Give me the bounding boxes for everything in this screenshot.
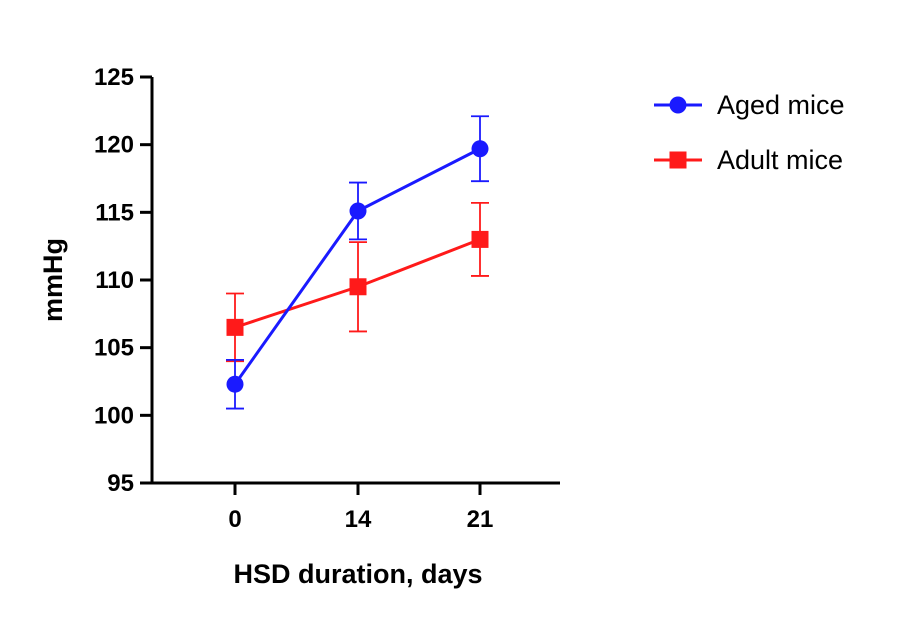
data-point <box>471 230 489 248</box>
x-tick-label: 14 <box>345 506 372 533</box>
series-adult-mice <box>226 201 489 363</box>
x-tick-label: 21 <box>467 506 494 533</box>
y-tick-label: 95 <box>107 470 134 497</box>
y-tick-label: 110 <box>95 267 134 294</box>
y-tick-label: 120 <box>94 132 134 159</box>
y-tick-label: 125 <box>94 64 134 91</box>
legend-marker <box>669 151 687 169</box>
y-tick-label: 100 <box>94 402 134 429</box>
data-point <box>471 140 489 158</box>
legend-label: Aged mice <box>717 90 845 120</box>
y-tick-label: 105 <box>94 335 134 362</box>
data-point <box>349 278 367 296</box>
x-tick-label: 0 <box>228 506 241 533</box>
series-layer <box>226 115 489 410</box>
legend-item: Adult mice <box>654 145 843 175</box>
series-aged-mice <box>226 115 489 410</box>
legend-item: Aged mice <box>654 90 845 120</box>
y-tick-label: 115 <box>95 199 134 226</box>
legend-label: Adult mice <box>717 145 843 175</box>
data-point <box>226 318 244 336</box>
x-axis-title: HSD duration, days <box>233 559 482 589</box>
legend: Aged mice Adult mice <box>654 90 845 175</box>
y-axis-title: mmHg <box>38 238 68 322</box>
data-point <box>349 202 367 220</box>
legend-marker <box>669 96 687 114</box>
axes: 95 100 105 110 115 120 125 0 14 21 <box>94 64 560 533</box>
data-point <box>226 375 244 393</box>
